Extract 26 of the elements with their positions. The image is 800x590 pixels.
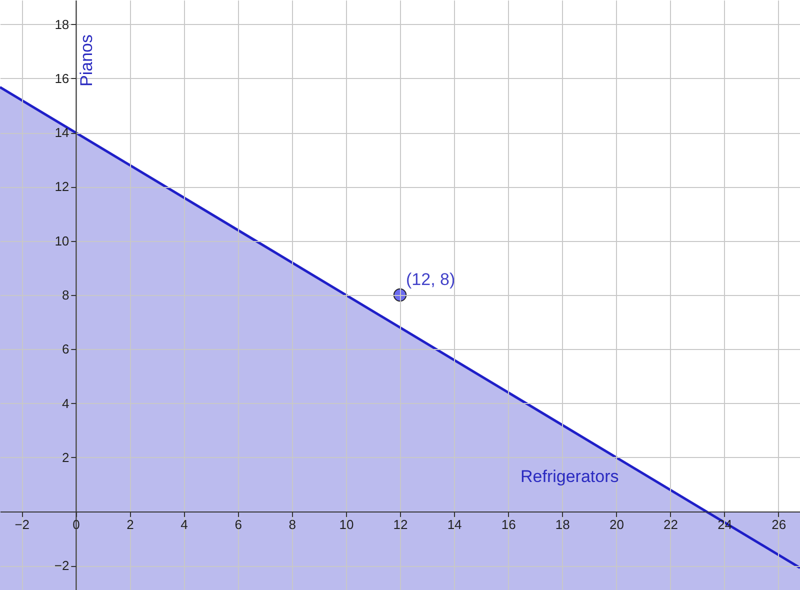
y-tick-label: 6 xyxy=(62,342,70,357)
annotation: (12, 8) xyxy=(406,270,456,289)
y-tick-label: 10 xyxy=(54,233,70,248)
y-axis-title: Pianos xyxy=(77,34,96,86)
y-tick-label: 12 xyxy=(54,179,70,194)
x-tick-label: −2 xyxy=(14,517,30,532)
x-tick-label: 14 xyxy=(447,517,462,532)
x-tick-label: 6 xyxy=(234,517,242,532)
x-tick-label: 4 xyxy=(180,517,188,532)
x-tick-label: 26 xyxy=(772,517,786,532)
x-tick-label: 12 xyxy=(393,517,408,532)
y-tick-label: 18 xyxy=(54,16,70,32)
x-tick-label: 10 xyxy=(339,517,354,532)
x-tick-label: 8 xyxy=(288,517,296,532)
x-tick-label: 2 xyxy=(126,517,134,532)
x-tick-label: 18 xyxy=(555,517,570,532)
y-tick-label: 14 xyxy=(54,125,70,140)
x-axis-title: Refrigerators xyxy=(520,467,619,486)
y-tick-label: 2 xyxy=(62,450,70,465)
x-tick-label: 22 xyxy=(664,517,678,532)
x-tick-label: 20 xyxy=(609,517,624,532)
y-tick-label: 8 xyxy=(62,288,70,302)
y-tick-label: −2 xyxy=(54,558,70,574)
y-tick-label: 4 xyxy=(62,396,70,411)
x-tick-label: 16 xyxy=(501,517,516,532)
y-tick-label: 16 xyxy=(54,70,70,86)
